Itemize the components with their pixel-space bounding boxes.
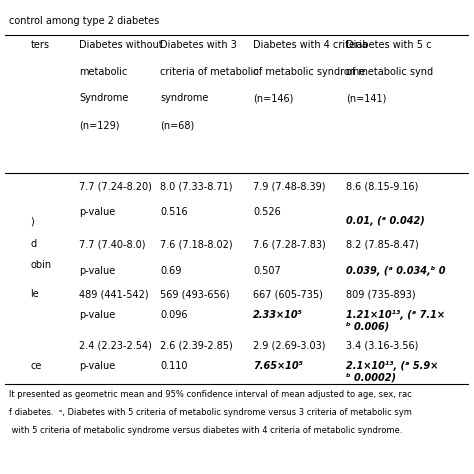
- Text: of metabolic synd: of metabolic synd: [346, 66, 433, 76]
- Text: 2.1×10¹³, (ᵃ 5.9×: 2.1×10¹³, (ᵃ 5.9×: [346, 361, 438, 371]
- Text: 0.516: 0.516: [160, 207, 188, 217]
- Text: 2.6 (2.39-2.85): 2.6 (2.39-2.85): [160, 340, 233, 350]
- Text: Diabetes without: Diabetes without: [79, 40, 163, 50]
- Text: d: d: [30, 239, 36, 249]
- Text: ce: ce: [30, 361, 42, 371]
- Text: 1.21×10¹³, (ᵃ 7.1×: 1.21×10¹³, (ᵃ 7.1×: [346, 310, 445, 320]
- Text: p-value: p-value: [79, 310, 115, 320]
- Text: Diabetes with 4 criteria: Diabetes with 4 criteria: [253, 40, 368, 50]
- Text: (n=129): (n=129): [79, 120, 119, 130]
- Text: 0.110: 0.110: [160, 361, 188, 371]
- Text: 489 (441-542): 489 (441-542): [79, 289, 149, 299]
- Text: 667 (605-735): 667 (605-735): [253, 289, 323, 299]
- Text: (n=68): (n=68): [160, 120, 195, 130]
- Text: 2.9 (2.69-3.03): 2.9 (2.69-3.03): [253, 340, 326, 350]
- Text: (n=146): (n=146): [253, 93, 293, 103]
- Text: le: le: [30, 289, 39, 299]
- Text: 8.0 (7.33-8.71): 8.0 (7.33-8.71): [160, 181, 233, 191]
- Text: ters: ters: [30, 40, 49, 50]
- Text: lt presented as geometric mean and 95% confidence interval of mean adjusted to a: lt presented as geometric mean and 95% c…: [9, 390, 412, 399]
- Text: 0.526: 0.526: [253, 207, 281, 217]
- Text: 2.33×10⁵: 2.33×10⁵: [253, 310, 303, 320]
- Text: of metabolic syndrome: of metabolic syndrome: [253, 66, 365, 76]
- Text: p-value: p-value: [79, 207, 115, 217]
- Text: 0.507: 0.507: [253, 266, 281, 276]
- Text: with 5 criteria of metabolic syndrome versus diabetes with 4 criteria of metabol: with 5 criteria of metabolic syndrome ve…: [9, 426, 403, 435]
- Text: 7.9 (7.48-8.39): 7.9 (7.48-8.39): [253, 181, 326, 191]
- Text: p-value: p-value: [79, 266, 115, 276]
- Text: 0.01, (ᵃ 0.042): 0.01, (ᵃ 0.042): [346, 216, 425, 226]
- Text: Syndrome: Syndrome: [79, 93, 128, 103]
- Text: Diabetes with 5 c: Diabetes with 5 c: [346, 40, 432, 50]
- Text: Diabetes with 3: Diabetes with 3: [160, 40, 237, 50]
- Text: 569 (493-656): 569 (493-656): [160, 289, 230, 299]
- Text: 0.69: 0.69: [160, 266, 182, 276]
- Text: 7.6 (7.18-8.02): 7.6 (7.18-8.02): [160, 239, 233, 249]
- Text: 3.4 (3.16-3.56): 3.4 (3.16-3.56): [346, 340, 419, 350]
- Text: ᵇ 0.006): ᵇ 0.006): [346, 321, 390, 331]
- Text: criteria of metabolic: criteria of metabolic: [160, 66, 259, 76]
- Text: p-value: p-value: [79, 361, 115, 371]
- Text: 8.2 (7.85-8.47): 8.2 (7.85-8.47): [346, 239, 419, 249]
- Text: (n=141): (n=141): [346, 93, 386, 103]
- Text: 0.096: 0.096: [160, 310, 188, 320]
- Text: 7.6 (7.28-7.83): 7.6 (7.28-7.83): [253, 239, 326, 249]
- Text: 0.039, (ᵃ 0.034,ᵇ 0: 0.039, (ᵃ 0.034,ᵇ 0: [346, 266, 446, 276]
- Text: ᵇ 0.0002): ᵇ 0.0002): [346, 373, 396, 383]
- Text: metabolic: metabolic: [79, 66, 128, 76]
- Text: ): ): [30, 216, 34, 226]
- Text: 7.65×10⁵: 7.65×10⁵: [253, 361, 303, 371]
- Text: f diabetes.  ᵃ, Diabetes with 5 criteria of metabolic syndrome versus 3 criteria: f diabetes. ᵃ, Diabetes with 5 criteria …: [9, 408, 412, 417]
- Text: 2.4 (2.23-2.54): 2.4 (2.23-2.54): [79, 340, 152, 350]
- Text: control among type 2 diabetes: control among type 2 diabetes: [9, 17, 160, 27]
- Text: obin: obin: [30, 260, 51, 270]
- Text: 809 (735-893): 809 (735-893): [346, 289, 416, 299]
- Text: syndrome: syndrome: [160, 93, 209, 103]
- Text: 7.7 (7.24-8.20): 7.7 (7.24-8.20): [79, 181, 152, 191]
- Text: 8.6 (8.15-9.16): 8.6 (8.15-9.16): [346, 181, 419, 191]
- Text: 7.7 (7.40-8.0): 7.7 (7.40-8.0): [79, 239, 146, 249]
